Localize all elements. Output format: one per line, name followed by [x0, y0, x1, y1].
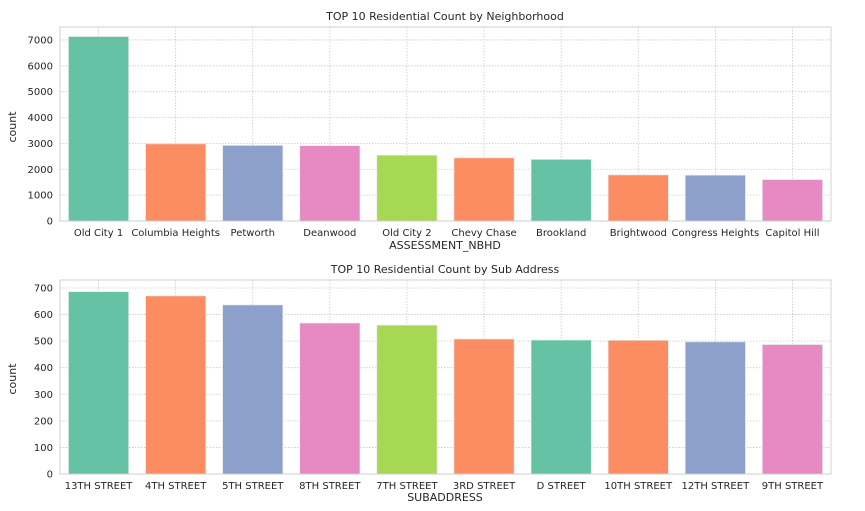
bar	[222, 304, 284, 475]
bar	[222, 145, 284, 222]
x-tick-label: Brookland	[536, 228, 586, 239]
x-tick-label: Brightwood	[610, 228, 667, 239]
chart-title: TOP 10 Residential Count by Neighborhood	[325, 10, 564, 23]
y-tick-label: 0	[47, 217, 53, 228]
x-tick-label: Columbia Heights	[131, 228, 220, 239]
x-tick-label: Deanwood	[303, 228, 356, 239]
x-tick-label: 7TH STREET	[376, 481, 438, 492]
plot-area: 0 1000 2000 3000 4000 5000 6000 7000 Old City 1 C…	[28, 26, 832, 239]
y-tick-label: 5000	[28, 87, 53, 98]
bar	[376, 324, 438, 475]
bar	[684, 341, 746, 475]
y-tick-label: 1000	[28, 191, 53, 202]
y-axis-label: count	[6, 363, 19, 395]
y-tick-label: 700	[34, 283, 53, 294]
chart-neighborhood: TOP 10 Residential Count by Neighborhood…	[6, 10, 832, 252]
y-tick-label: 4000	[28, 113, 53, 124]
x-tick-label: Petworth	[231, 228, 275, 239]
x-tick-label: Capitol Hill	[765, 228, 819, 239]
bar	[145, 295, 207, 475]
x-tick-label: Old City 1	[74, 228, 123, 239]
x-tick-label: 10TH STREET	[604, 481, 673, 492]
plot-area: 0 100 200 300 400 500 600 700 13TH STREET 4TH STR…	[34, 279, 832, 492]
x-tick-label: 9TH STREET	[762, 481, 824, 492]
bar	[453, 157, 515, 222]
x-tick-label: D STREET	[537, 481, 587, 492]
bar	[376, 154, 438, 222]
bar	[145, 143, 207, 222]
x-tick-label: 5TH STREET	[222, 481, 284, 492]
chart-subaddress: TOP 10 Residential Count by Sub Address …	[6, 263, 832, 504]
bar	[530, 339, 592, 475]
y-tick-label: 400	[34, 363, 53, 374]
bar	[607, 340, 669, 475]
y-tick-label: 300	[34, 390, 53, 401]
x-tick-label: 13TH STREET	[65, 481, 134, 492]
bar	[299, 322, 361, 475]
bar	[68, 36, 129, 222]
bar	[607, 174, 669, 222]
y-tick-label: 100	[34, 443, 53, 454]
plot-frame	[59, 279, 832, 475]
x-tick-label: 4TH STREET	[145, 481, 207, 492]
x-tick-label: Congress Heights	[671, 228, 759, 239]
x-axis-label: ASSESSMENT_NBHD	[389, 239, 501, 252]
x-tick-label: 8TH STREET	[299, 481, 361, 492]
bar	[299, 145, 361, 222]
bar	[762, 344, 823, 475]
y-tick-label: 200	[34, 416, 53, 427]
y-tick-label: 600	[34, 310, 53, 321]
y-tick-label: 2000	[28, 165, 53, 176]
bar	[762, 179, 823, 222]
x-axis-label: SUBADDRESS	[407, 491, 483, 504]
y-tick-label: 500	[34, 337, 53, 348]
y-axis-label: count	[6, 111, 19, 143]
y-tick-label: 6000	[28, 61, 53, 72]
bar	[530, 159, 592, 222]
chart-title: TOP 10 Residential Count by Sub Address	[330, 263, 560, 276]
y-tick-label: 0	[47, 470, 53, 481]
bar	[453, 338, 515, 475]
x-tick-label: 3RD STREET	[453, 481, 516, 492]
plot-frame	[59, 26, 832, 222]
x-tick-label: Old City 2	[382, 228, 431, 239]
x-tick-label: 12TH STREET	[682, 481, 751, 492]
bar	[684, 174, 746, 222]
y-tick-label: 7000	[28, 35, 53, 46]
x-tick-label: Chevy Chase	[451, 228, 516, 239]
y-tick-label: 3000	[28, 139, 53, 150]
bar	[68, 291, 129, 475]
